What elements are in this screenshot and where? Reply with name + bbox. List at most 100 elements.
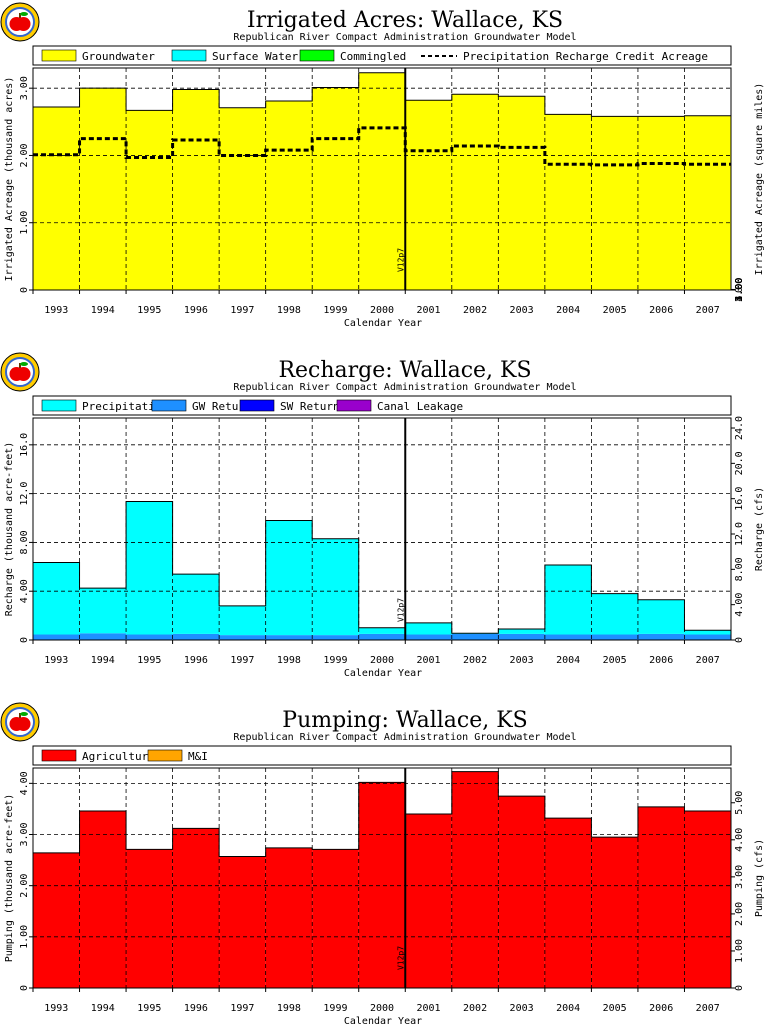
y-right-tick-label: 12.0 xyxy=(734,522,745,546)
bar-precipitation-2007 xyxy=(684,630,731,635)
x-tick-label: 1993 xyxy=(44,655,68,666)
version-marker-label: V12p7 xyxy=(396,248,405,272)
bar-precipitation-2003 xyxy=(498,629,545,634)
bar-agricultural-2005 xyxy=(591,837,638,988)
bar-gw-returns-2003 xyxy=(498,633,545,640)
bar-groundwater-2004 xyxy=(544,114,592,290)
x-tick-label: 1997 xyxy=(230,305,254,316)
x-axis-label: Calendar Year xyxy=(344,668,422,679)
x-tick-label: 2005 xyxy=(603,1003,627,1014)
y-right-tick-label: 4.00 xyxy=(734,278,745,302)
stack-outline xyxy=(33,771,731,858)
legend-swatch xyxy=(171,49,207,62)
bar-precipitation-2000 xyxy=(358,627,406,634)
series-line-precipitation-recharge-credit xyxy=(33,126,731,167)
y-tick-label: 12.0 xyxy=(19,482,30,506)
bar-agricultural-2002 xyxy=(451,771,499,988)
y-right-tick-label: 5.00 xyxy=(734,791,745,815)
x-tick-label: 2001 xyxy=(416,1003,440,1014)
bar-agricultural-1998 xyxy=(265,847,313,988)
legend-swatch xyxy=(147,749,183,762)
x-tick-label: 1995 xyxy=(137,655,161,666)
y-tick-label: 4.00 xyxy=(19,771,30,795)
bar-gw-returns-2002 xyxy=(451,633,499,640)
x-tick-label: 1994 xyxy=(91,655,115,666)
y-right-axis-label: Pumping (cfs) xyxy=(754,839,765,917)
legend-label: Surface Water xyxy=(212,50,298,63)
bar-groundwater-1995 xyxy=(126,110,173,290)
plot-frame xyxy=(32,67,732,291)
y-tick-label: 2.00 xyxy=(19,874,30,898)
y-right-tick-label: 0 xyxy=(734,985,745,991)
y-right-axis-label: Irrigated Acreage (square miles) xyxy=(754,83,765,276)
x-tick-label: 1995 xyxy=(137,305,161,316)
x-axis-label: Calendar Year xyxy=(344,1016,422,1024)
bar-groundwater-1994 xyxy=(79,88,127,290)
x-tick-label: 2006 xyxy=(649,305,673,316)
bar-agricultural-1993 xyxy=(33,852,80,988)
plot-frame xyxy=(32,417,732,641)
x-tick-label: 1994 xyxy=(91,1003,115,1014)
apple-logo xyxy=(0,352,40,392)
stack-outline xyxy=(33,72,731,117)
x-tick-label: 1997 xyxy=(230,655,254,666)
bar-precipitation-2006 xyxy=(637,599,685,634)
x-tick-label: 1999 xyxy=(323,305,347,316)
y-right-tick-label: 4.00 xyxy=(734,593,745,617)
chart-title: Pumping: Wallace, KS xyxy=(282,708,527,733)
bar-precipitation-1999 xyxy=(312,538,359,636)
x-tick-label: 1996 xyxy=(184,305,208,316)
bar-gw-returns-1993 xyxy=(33,634,80,640)
y-axis-label: Recharge (thousand acre-feet) xyxy=(4,442,15,617)
x-axis-label: Calendar Year xyxy=(344,318,422,329)
bar-precipitation-1993 xyxy=(33,562,80,635)
apple-logo xyxy=(0,702,40,742)
x-tick-label: 1998 xyxy=(277,655,301,666)
bar-groundwater-1993 xyxy=(33,107,80,290)
y-right-tick-label: 8.00 xyxy=(734,557,745,581)
legend: Groundwater Surface Water Commingled Precip… xyxy=(32,45,732,66)
y-right-tick-label: 24.0 xyxy=(734,416,745,440)
x-tick-label: 2002 xyxy=(463,655,487,666)
legend-label: SW Returns xyxy=(280,400,346,413)
bar-agricultural-1999 xyxy=(312,849,359,988)
y-tick-label: 3.00 xyxy=(19,822,30,846)
bar-precipitation-1997 xyxy=(219,605,266,636)
bar-groundwater-2002 xyxy=(451,94,499,291)
y-tick-label: 2.00 xyxy=(19,143,30,167)
legend-swatch xyxy=(299,49,335,62)
x-tick-label: 1999 xyxy=(323,655,347,666)
x-tick-label: 2001 xyxy=(416,305,440,316)
y-right-tick-label: 4.00 xyxy=(734,828,745,852)
bar-groundwater-2003 xyxy=(498,96,545,290)
bar-agricultural-2006 xyxy=(637,806,685,988)
x-tick-label: 2000 xyxy=(370,655,394,666)
bar-groundwater-1996 xyxy=(172,89,220,290)
chart-title: Irrigated Acres: Wallace, KS xyxy=(247,8,563,33)
apple-logo xyxy=(0,2,40,42)
bar-groundwater-2006 xyxy=(637,116,685,290)
legend-label: M&I xyxy=(188,750,208,763)
x-tick-label: 2007 xyxy=(696,305,720,316)
version-marker-label: V12p7 xyxy=(396,946,405,970)
x-tick-label: 2003 xyxy=(510,1003,534,1014)
bar-agricultural-2004 xyxy=(544,818,592,988)
bar-precipitation-2004 xyxy=(544,564,592,635)
bar-gw-returns-1998 xyxy=(265,635,313,640)
chart-subtitle: Republican River Compact Administration … xyxy=(233,382,576,393)
legend: Precipitation GW Returns SW Returns Canal L… xyxy=(32,395,732,416)
bar-precipitation-2005 xyxy=(591,593,638,635)
x-tick-label: 1994 xyxy=(91,305,115,316)
legend-label: Groundwater xyxy=(82,50,155,63)
bar-groundwater-2001 xyxy=(405,100,452,290)
x-tick-label: 1999 xyxy=(323,1003,347,1014)
bar-groundwater-1997 xyxy=(219,107,266,290)
y-tick-label: 0 xyxy=(19,985,30,991)
x-tick-label: 2001 xyxy=(416,655,440,666)
bar-groundwater-2005 xyxy=(591,116,638,290)
y-axis-label: Pumping (thousand acre-feet) xyxy=(4,794,15,963)
